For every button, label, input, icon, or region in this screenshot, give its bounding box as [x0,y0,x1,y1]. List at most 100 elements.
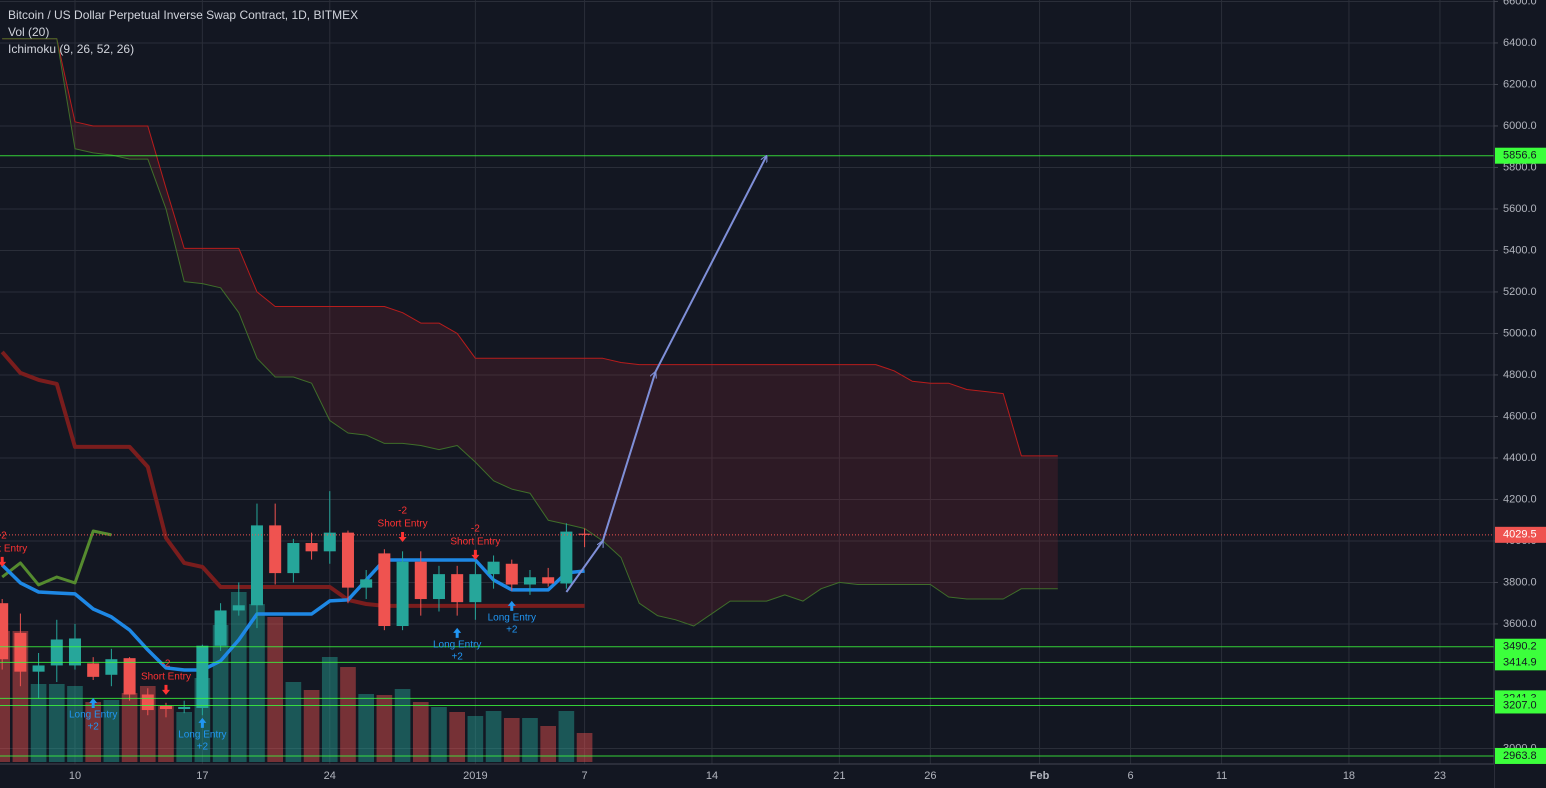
volume-bar [103,700,120,762]
signal-arrow [198,717,207,728]
y-tick-label: 4800.0 [1503,369,1537,381]
signal-arrow [471,549,480,560]
candle-body [196,645,209,708]
volume-bar [321,657,338,762]
level-tag [1495,147,1546,164]
volume-bar [212,625,229,762]
candle-body [560,531,573,584]
volume-bar [412,702,429,762]
y-tick-label: 6600.0 [1503,0,1537,7]
candle-body [378,553,391,627]
level-label: 5856.6 [1503,150,1537,162]
level-tag [1495,638,1546,655]
candle-body [396,561,409,627]
candle-body [14,632,27,672]
candle-body [141,694,154,711]
signal-label: Short Entry [0,544,27,555]
time-axis [0,764,1494,788]
y-tick-label: 6400.0 [1503,37,1537,49]
signal-arrow [507,600,516,611]
volume-bar [230,592,247,762]
y-tick-label: 4600.0 [1503,410,1537,422]
signal-qty: -2 [162,659,171,670]
signal-label: Short Entry [450,536,500,547]
chart-title: Bitcoin / US Dollar Perpetual Inverse Sw… [8,8,358,22]
volume-bar [540,726,556,762]
signal-label: Long Entry [178,730,226,741]
candle-body [305,543,318,552]
signal-label: Long Entry [433,640,481,651]
candle-body [123,658,136,695]
volume-bar [85,702,102,762]
y-tick-label: 5400.0 [1503,244,1537,256]
y-tick-label: 3600.0 [1503,618,1537,630]
lagging-line [1,529,112,587]
x-tick-label: 14 [706,770,718,782]
candle-body [578,533,591,535]
signal-label: Long Entry [488,613,536,624]
x-tick-label: 21 [833,770,845,782]
x-tick-label: 23 [1434,770,1446,782]
candle-body [32,665,45,672]
volume-bar [249,604,265,762]
signal-qty: -2 [471,523,480,534]
y-tick-label: 6200.0 [1503,78,1537,90]
level-tag [1495,747,1546,764]
candle-body [87,663,100,677]
volume-bar [67,686,83,762]
volume-bar [358,694,375,762]
cloud-span-b [2,38,1058,457]
level-label: 2963.8 [1503,750,1537,762]
volume-bar [376,695,393,762]
signal-label: Short Entry [141,672,191,683]
candle-body [469,574,482,603]
y-tick-label: 5000.0 [1503,327,1537,339]
signal-qty: +2 [451,652,463,663]
base-line [0,350,585,608]
candle-body [105,659,118,675]
level-label: 3414.9 [1503,656,1537,668]
x-tick-label: 10 [69,770,81,782]
signal-label: Short Entry [378,519,428,530]
y-tick-label: 5600.0 [1503,203,1537,215]
y-tick-label: 6000.0 [1503,120,1537,132]
volume-bar [340,667,356,762]
candle-body [287,543,300,574]
volume-bar [30,684,47,762]
volume-bar [576,733,593,762]
conversion-line [0,558,585,672]
y-tick-label: 4400.0 [1503,452,1537,464]
last-price-tag [1495,526,1546,543]
x-tick-label: 7 [582,770,588,782]
signal-qty: -2 [0,531,7,542]
signal-qty: +2 [506,625,518,636]
cloud-span-a [2,38,1058,627]
level-tag [1495,654,1546,671]
volume-bar [158,706,174,762]
candle-body [269,525,282,574]
x-tick-label: 6 [1127,770,1133,782]
candle-body [451,574,464,603]
x-tick-label: 24 [324,770,336,782]
y-tick-label: 5800.0 [1503,161,1537,173]
candle-body [523,577,536,585]
signal-label: Long Entry [69,710,117,721]
candle-body [323,532,336,552]
volume-bar [121,693,138,762]
candle-body [505,563,518,585]
candle-body [232,605,245,611]
candle-body [360,579,373,588]
signal-qty: +2 [87,722,99,733]
indicator-label: Ichimoku (9, 26, 52, 26) [8,42,134,56]
volume-bar [303,690,320,762]
volume-bar [0,631,11,762]
indicator-label: Vol (20) [8,25,49,39]
signal-arrow [398,531,407,542]
x-tick-label: Feb [1030,770,1050,782]
volume-bar [267,617,284,762]
candle-body [432,574,445,600]
x-tick-label: 2019 [463,770,487,782]
